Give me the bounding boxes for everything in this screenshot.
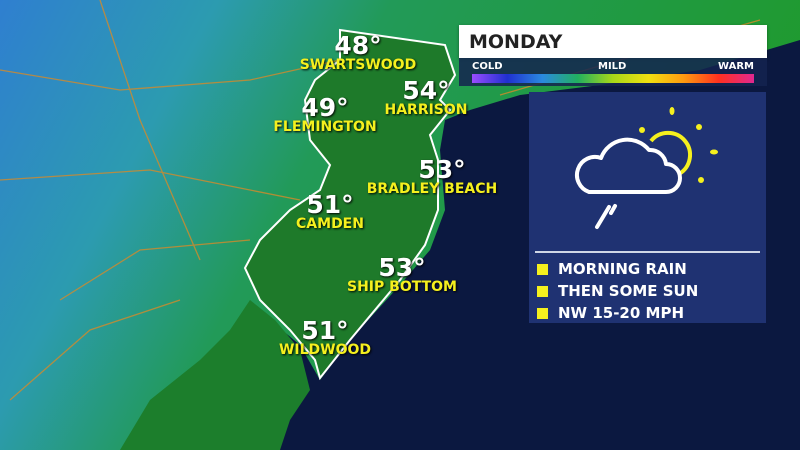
city-name: WILDWOOD: [278, 342, 372, 358]
cloud-sun-rain-icon: [575, 107, 718, 229]
temperature-legend: COLD MILD WARM: [459, 58, 767, 86]
day-header: MONDAY: [459, 25, 767, 58]
forecast-text: NW 15-20 MPH: [558, 304, 684, 322]
city-ship-bottom: 53° SHIP BOTTOM: [347, 255, 457, 294]
day-title: MONDAY: [469, 31, 563, 53]
legend-warm: WARM: [718, 61, 754, 72]
legend-mild: MILD: [598, 61, 627, 72]
temperature: 51°: [301, 316, 349, 345]
legend-color-bar: [472, 74, 754, 83]
temperature: 48°: [334, 31, 382, 60]
new-jersey: [243, 28, 457, 381]
city-name: FLEMINGTON: [273, 119, 377, 135]
divider: [535, 251, 760, 253]
city-swartswood: 48° SWARTSWOOD: [300, 33, 416, 72]
temperature: 49°: [301, 93, 349, 122]
forecast-item: MORNING RAIN: [537, 260, 687, 278]
forecast-text: MORNING RAIN: [558, 260, 687, 278]
forecast-panel: MORNING RAIN THEN SOME SUN NW 15-20 MPH: [529, 92, 766, 323]
city-harrison: 54° HARRISON: [384, 78, 467, 117]
legend-cold: COLD: [472, 61, 503, 72]
temperature: 51°: [306, 190, 354, 219]
city-flemington: 49° FLEMINGTON: [273, 95, 376, 134]
city-camden: 51° CAMDEN: [296, 192, 364, 231]
forecast-item: THEN SOME SUN: [537, 282, 698, 300]
temperature: 54°: [402, 76, 450, 105]
city-wildwood: 51° WILDWOOD: [279, 318, 371, 357]
forecast-item: NW 15-20 MPH: [537, 304, 684, 322]
temperature: 53°: [378, 253, 426, 282]
bullet-icon: [537, 285, 548, 297]
bullet-icon: [537, 307, 548, 319]
temperature: 53°: [418, 155, 466, 184]
city-name: HARRISON: [384, 102, 468, 118]
bullet-icon: [537, 263, 548, 275]
city-name: SHIP BOTTOM: [347, 279, 457, 295]
city-name: SWARTSWOOD: [299, 57, 417, 73]
delmarva: [120, 300, 310, 450]
city-name: CAMDEN: [296, 216, 364, 232]
city-bradley-beach: 53° BRADLEY BEACH: [367, 157, 497, 196]
forecast-text: THEN SOME SUN: [558, 282, 699, 300]
city-name: BRADLEY BEACH: [366, 181, 498, 197]
